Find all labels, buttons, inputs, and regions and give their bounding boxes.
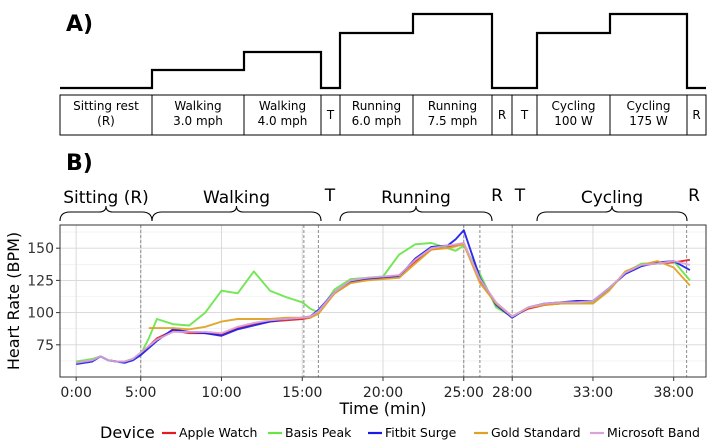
stage-label: Cycling 100 W xyxy=(552,99,596,128)
y-tick-label: 125 xyxy=(27,273,54,289)
y-tick-label: 100 xyxy=(27,306,54,322)
y-tick-label: 150 xyxy=(27,241,54,257)
x-tick-label: 10:00 xyxy=(201,385,241,401)
phase-brace xyxy=(339,205,493,222)
phase-brace xyxy=(59,205,153,222)
legend-entry: Fitbit Surge xyxy=(385,425,457,440)
stage-label: Walking 4.0 mph xyxy=(258,99,308,128)
x-tick-label: 5:00 xyxy=(125,385,156,401)
legend-entry: Microsoft Band xyxy=(607,425,700,440)
x-tick-label: 25:00 xyxy=(444,385,484,401)
stage-label: Walking 3.0 mph xyxy=(173,99,223,128)
phase-annotations: Sitting (R) Walking T Running R T Cycling R xyxy=(59,186,700,222)
stage-label: Sitting rest (R) xyxy=(73,99,139,128)
stage-label: Running 6.0 mph xyxy=(352,99,402,128)
stage-label: Cycling 175 W xyxy=(627,99,671,128)
legend-entry: Apple Watch xyxy=(179,425,257,440)
stage-label: Running 7.5 mph xyxy=(428,99,478,128)
stage-label: R xyxy=(498,108,506,122)
phase-brace xyxy=(536,205,688,222)
legend: Device Apple Watch Basis Peak Fitbit Surge G… xyxy=(100,423,700,442)
y-axis-title: Heart Rate (BPM) xyxy=(4,232,23,370)
x-tick-label: 20:00 xyxy=(363,385,403,401)
phase-label: Cycling xyxy=(581,188,643,208)
x-tick-label: 28:00 xyxy=(492,385,532,401)
legend-entry: Basis Peak xyxy=(285,425,352,440)
y-tick-label: 75 xyxy=(36,338,54,354)
x-tick-label: 15:00 xyxy=(282,385,322,401)
heart-rate-chart: 75 100 125 150 0:00 5:00 10:00 15:00 20:00 25:00 2… xyxy=(4,224,707,418)
phase-label: R xyxy=(688,186,700,206)
stage-label: T xyxy=(326,108,335,122)
phase-label: R xyxy=(491,186,503,206)
phase-label: T xyxy=(514,186,526,206)
legend-title: Device xyxy=(100,423,155,442)
x-tick-label: 0:00 xyxy=(60,385,91,401)
x-tick-label: 38:00 xyxy=(654,385,694,401)
series-line-microsoft-band xyxy=(76,242,691,364)
phase-label: T xyxy=(324,186,336,206)
protocol-diagram: Sitting rest (R) Walking 3.0 mph Walking 4.0 … xyxy=(59,12,707,136)
panel-a-label: A) xyxy=(66,12,93,37)
legend-entry: Gold Standard xyxy=(491,425,581,440)
stage-label: T xyxy=(520,108,529,122)
phase-brace xyxy=(151,205,322,222)
phase-label: Walking xyxy=(203,188,270,208)
panel-b-label: B) xyxy=(66,151,93,176)
intensity-step-line xyxy=(60,12,706,90)
x-tick-label: 33:00 xyxy=(573,385,613,401)
series-line-gold-standard xyxy=(148,243,691,331)
stage-label: R xyxy=(692,108,700,122)
phase-label: Sitting (R) xyxy=(63,188,149,208)
x-axis-title: Time (min) xyxy=(339,399,427,418)
phase-label: Running xyxy=(381,188,451,208)
stage-table-border xyxy=(59,94,707,136)
